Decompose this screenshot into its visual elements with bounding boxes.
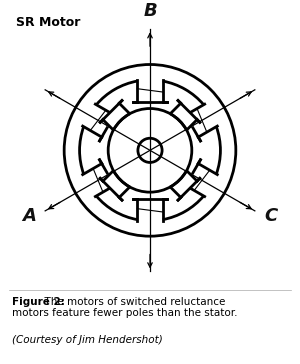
Polygon shape: [100, 172, 129, 200]
Text: Figure 2:: Figure 2:: [12, 297, 65, 307]
Polygon shape: [100, 100, 129, 129]
Text: SR Motor: SR Motor: [16, 16, 80, 29]
Polygon shape: [171, 100, 200, 129]
Circle shape: [138, 138, 162, 162]
Text: (Courtesy of Jim Hendershot): (Courtesy of Jim Hendershot): [12, 335, 163, 345]
Text: The motors of switched reluctance
motors feature fewer poles than the stator.: The motors of switched reluctance motors…: [12, 297, 238, 318]
Circle shape: [64, 64, 236, 236]
Text: B: B: [143, 3, 157, 20]
Text: A: A: [22, 207, 36, 225]
Text: C: C: [264, 207, 278, 225]
Polygon shape: [171, 172, 200, 200]
Circle shape: [108, 108, 192, 192]
